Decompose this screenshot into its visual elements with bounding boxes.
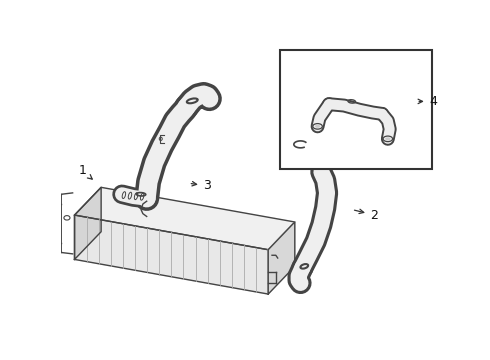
Ellipse shape bbox=[385, 137, 391, 140]
Text: 1: 1 bbox=[78, 164, 92, 179]
Text: 3: 3 bbox=[191, 179, 211, 193]
Ellipse shape bbox=[315, 125, 320, 128]
Polygon shape bbox=[268, 222, 295, 294]
Polygon shape bbox=[74, 187, 101, 260]
Polygon shape bbox=[74, 187, 295, 250]
Bar bbox=[280, 50, 432, 169]
Text: 2: 2 bbox=[354, 208, 378, 221]
Text: 4: 4 bbox=[418, 95, 438, 108]
Polygon shape bbox=[74, 215, 268, 294]
